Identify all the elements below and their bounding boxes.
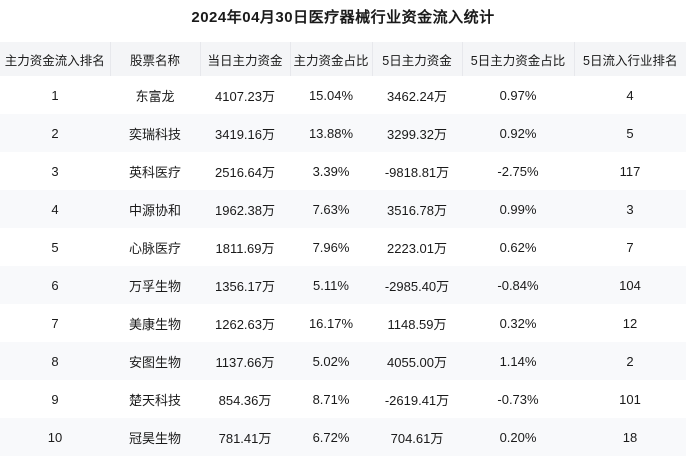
table-cell: 4 (51, 201, 59, 217)
table-cell: 4055.00万 (387, 354, 447, 370)
column-header: 当日主力资金 (199, 42, 290, 76)
table-cell: 13.88% (308, 125, 354, 141)
table-header-row: 主力资金流入排名 股票名称 当日主力资金 主力资金占比 5日主力资金 5日主力资金占比 5日… (0, 42, 686, 76)
table-cell: 3 (626, 201, 634, 217)
table-cell: 4 (626, 87, 634, 103)
table-cell: -2619.41万 (384, 392, 450, 408)
column-header: 股票名称 (109, 42, 200, 76)
table-cell: 3.39% (312, 163, 350, 179)
table-cell: 5 (626, 125, 634, 141)
table-cell: 1262.63万 (215, 316, 275, 332)
table-row: 6 万孚生物 1356.17万 5.11% -2985.40万 -0.84% 104 (0, 266, 686, 304)
table-cell: 3462.24万 (387, 88, 447, 104)
column-header: 5日流入行业排名 (573, 42, 686, 76)
table-cell: 4107.23万 (215, 88, 275, 104)
table-row: 3 英科医疗 2516.64万 3.39% -9818.81万 -2.75% 117 (0, 152, 686, 190)
table-cell: 3 (51, 163, 59, 179)
table-row: 8 安图生物 1137.66万 5.02% 4055.00万 1.14% 2 (0, 342, 686, 380)
table-cell: -0.73% (497, 391, 539, 407)
table-cell: 3516.78万 (387, 202, 447, 218)
table-cell: 美康生物 (128, 316, 181, 332)
table-cell: 0.92% (499, 125, 537, 141)
table-cell: 781.41万 (218, 430, 272, 446)
table-cell: 2 (626, 353, 634, 369)
table-cell: 6 (51, 277, 59, 293)
table-cell: 7.96% (312, 239, 350, 255)
table-cell: 3419.16万 (215, 126, 275, 142)
table-row: 7 美康生物 1262.63万 16.17% 1148.59万 0.32% 12 (0, 304, 686, 342)
table-cell: 18 (622, 429, 638, 445)
table-cell: 万孚生物 (128, 278, 181, 294)
table-cell: -9818.81万 (384, 164, 450, 180)
table-cell: 15.04% (308, 87, 354, 103)
table-cell: 心脉医疗 (128, 240, 181, 256)
table-cell: 8.71% (312, 391, 350, 407)
fund-flow-table: 主力资金流入排名 股票名称 当日主力资金 主力资金占比 5日主力资金 5日主力资金占比 5日… (0, 42, 686, 456)
table-cell: 1356.17万 (215, 278, 275, 294)
table-cell: 0.62% (499, 239, 537, 255)
table-body: 1 东富龙 4107.23万 15.04% 3462.24万 0.97% 4 2 奕瑞科技 341… (0, 76, 686, 456)
table-row: 1 东富龙 4107.23万 15.04% 3462.24万 0.97% 4 (0, 76, 686, 114)
table-row: 5 心脉医疗 1811.69万 7.96% 2223.01万 0.62% 7 (0, 228, 686, 266)
table-cell: 英科医疗 (128, 164, 181, 180)
table-cell: 2516.64万 (215, 164, 275, 180)
table-cell: 12 (622, 315, 638, 331)
table-cell: -2985.40万 (384, 278, 450, 294)
table-cell: 东富龙 (135, 88, 175, 104)
table-cell: 854.36万 (218, 392, 272, 408)
table-cell: 5.02% (312, 353, 350, 369)
table-cell: 0.32% (499, 315, 537, 331)
table-cell: 16.17% (308, 315, 354, 331)
table-cell: 3299.32万 (387, 126, 447, 142)
table-cell: 704.61万 (390, 430, 444, 446)
page-title: 2024年04月30日医疗器械行业资金流入统计 (191, 9, 495, 26)
table-cell: 5 (51, 239, 59, 255)
table-cell: 1148.59万 (387, 316, 447, 332)
table-cell: 6.72% (312, 429, 350, 445)
table-row: 2 奕瑞科技 3419.16万 13.88% 3299.32万 0.92% 5 (0, 114, 686, 152)
table-cell: 117 (619, 163, 641, 179)
table-cell: 奕瑞科技 (128, 126, 181, 142)
table-row: 9 楚天科技 854.36万 8.71% -2619.41万 -0.73% 101 (0, 380, 686, 418)
column-header: 5日主力资金占比 (461, 42, 574, 76)
table-cell: 7 (626, 239, 634, 255)
table-cell: 101 (619, 391, 641, 407)
table-cell: 0.20% (499, 429, 537, 445)
table-cell: 0.97% (499, 87, 537, 103)
table-cell: 安图生物 (128, 354, 181, 370)
table-row: 4 中源协和 1962.38万 7.63% 3516.78万 0.99% 3 (0, 190, 686, 228)
table-row: 10 冠昊生物 781.41万 6.72% 704.61万 0.20% 18 (0, 418, 686, 456)
column-header: 主力资金占比 (289, 42, 372, 76)
table-cell: 8 (51, 353, 59, 369)
table-cell: 2223.01万 (387, 240, 447, 256)
table-cell: 冠昊生物 (128, 430, 181, 446)
table-cell: 1962.38万 (215, 202, 275, 218)
table-cell: 7.63% (312, 201, 350, 217)
table-cell: 2 (51, 125, 59, 141)
table-cell: 楚天科技 (128, 392, 181, 408)
table-cell: 中源协和 (128, 202, 181, 218)
column-header: 主力资金流入排名 (0, 42, 110, 76)
table-cell: 7 (51, 315, 59, 331)
table-cell: 1137.66万 (215, 354, 275, 370)
table-cell: 1 (51, 87, 59, 103)
table-cell: 1811.69万 (215, 240, 275, 256)
table-cell: 10 (47, 429, 63, 445)
table-cell: 1.14% (499, 353, 537, 369)
table-cell: 0.99% (499, 201, 537, 217)
table-cell: 9 (51, 391, 59, 407)
table-cell: 104 (619, 277, 641, 293)
table-cell: -2.75% (497, 163, 539, 179)
column-header: 5日主力资金 (371, 42, 462, 76)
table-cell: -0.84% (497, 277, 539, 293)
table-cell: 5.11% (313, 277, 349, 293)
